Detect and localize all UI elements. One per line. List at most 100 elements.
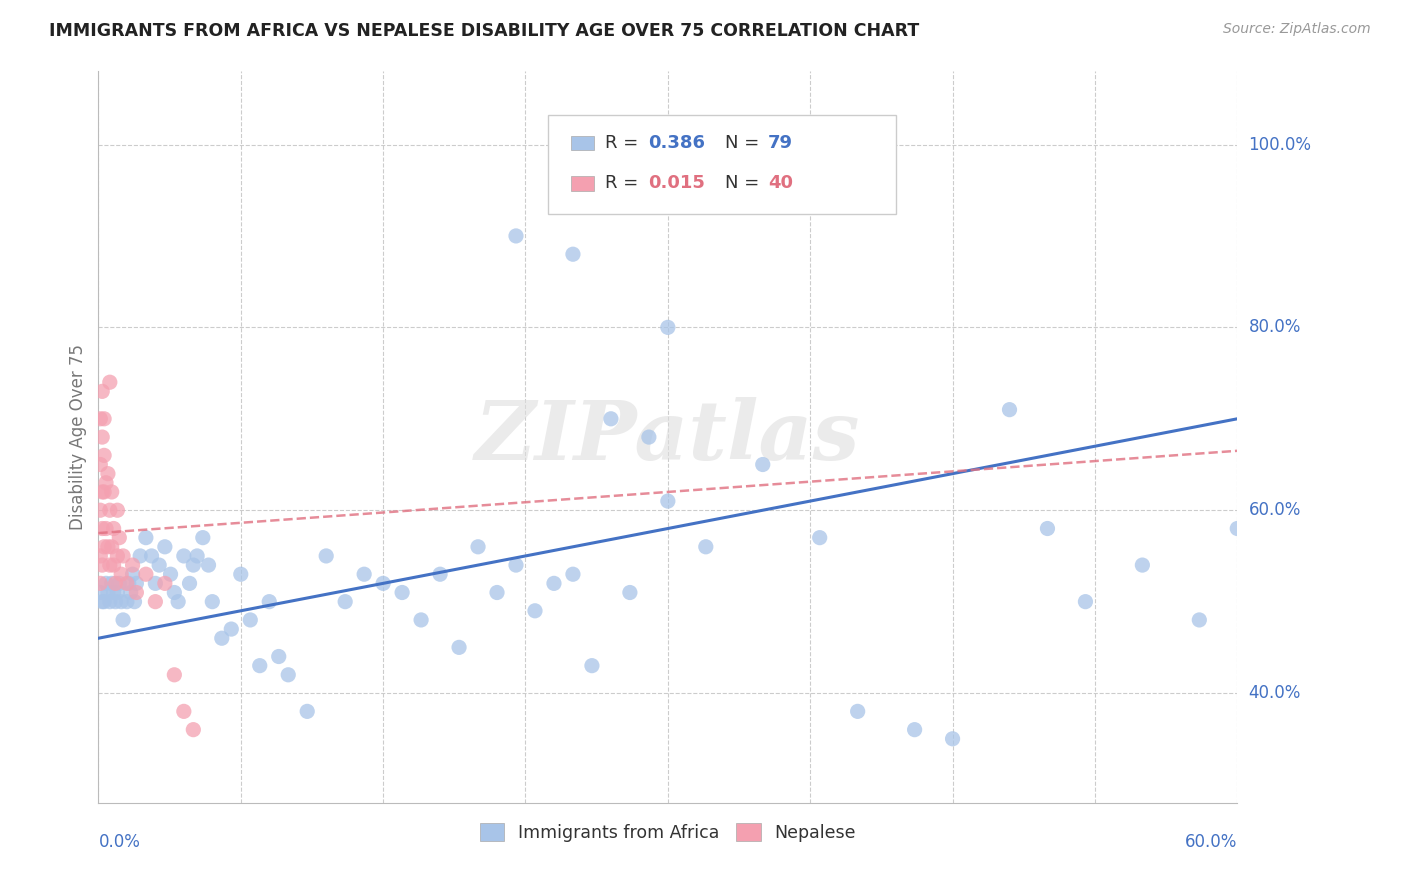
- Point: [129, 549, 152, 563]
- Text: 0.386: 0.386: [648, 134, 706, 152]
- Point: [121, 567, 143, 582]
- Point: [179, 576, 201, 591]
- Point: [467, 540, 489, 554]
- Point: [98, 558, 121, 573]
- Point: [229, 567, 252, 582]
- Point: [145, 576, 167, 591]
- Point: [115, 576, 138, 591]
- Point: [108, 576, 131, 591]
- Point: [752, 458, 775, 472]
- Point: [107, 585, 129, 599]
- Point: [562, 567, 585, 582]
- Text: R =: R =: [605, 134, 644, 152]
- Text: 0.015: 0.015: [648, 174, 706, 193]
- Point: [94, 475, 117, 490]
- Point: [98, 376, 121, 390]
- Point: [112, 549, 135, 563]
- Point: [153, 576, 176, 591]
- Point: [89, 585, 111, 599]
- Point: [619, 585, 641, 599]
- Point: [808, 531, 831, 545]
- Point: [449, 640, 471, 655]
- Point: [638, 430, 661, 444]
- Text: N =: N =: [725, 174, 765, 193]
- Text: 60.0%: 60.0%: [1249, 501, 1301, 519]
- Point: [657, 494, 679, 508]
- Point: [110, 594, 132, 608]
- Text: Source: ZipAtlas.com: Source: ZipAtlas.com: [1223, 22, 1371, 37]
- Point: [259, 594, 281, 608]
- Point: [315, 549, 337, 563]
- Point: [103, 521, 125, 535]
- Text: 100.0%: 100.0%: [1249, 136, 1312, 153]
- Text: 40.0%: 40.0%: [1249, 684, 1301, 702]
- Point: [186, 549, 208, 563]
- Point: [108, 531, 131, 545]
- Point: [118, 576, 141, 591]
- Point: [120, 585, 142, 599]
- Point: [97, 540, 120, 554]
- Point: [145, 594, 167, 608]
- Point: [411, 613, 433, 627]
- Point: [125, 585, 148, 599]
- Point: [98, 594, 121, 608]
- Point: [98, 503, 121, 517]
- Point: [159, 567, 181, 582]
- Point: [267, 649, 290, 664]
- Point: [107, 549, 129, 563]
- Point: [1074, 594, 1097, 608]
- Point: [97, 585, 120, 599]
- Point: [211, 632, 233, 646]
- Point: [239, 613, 262, 627]
- Point: [91, 384, 114, 399]
- Text: 0.0%: 0.0%: [98, 833, 141, 851]
- Point: [89, 576, 111, 591]
- Point: [163, 585, 186, 599]
- Point: [104, 594, 127, 608]
- Point: [167, 594, 190, 608]
- Point: [107, 503, 129, 517]
- FancyBboxPatch shape: [571, 176, 593, 191]
- Point: [141, 549, 163, 563]
- Point: [297, 705, 319, 719]
- Point: [91, 558, 114, 573]
- Point: [124, 594, 146, 608]
- Point: [846, 705, 869, 719]
- Point: [581, 658, 603, 673]
- Point: [103, 585, 125, 599]
- FancyBboxPatch shape: [571, 136, 593, 151]
- Point: [1036, 521, 1059, 535]
- Legend: Immigrants from Africa, Nepalese: Immigrants from Africa, Nepalese: [472, 816, 863, 849]
- Point: [135, 531, 157, 545]
- Point: [904, 723, 927, 737]
- Point: [201, 594, 224, 608]
- Point: [353, 567, 375, 582]
- Point: [371, 576, 394, 591]
- Point: [104, 576, 127, 591]
- Point: [91, 594, 114, 608]
- Point: [89, 549, 111, 563]
- Point: [173, 549, 195, 563]
- Point: [121, 558, 143, 573]
- Point: [91, 521, 114, 535]
- Point: [94, 576, 117, 591]
- Point: [94, 521, 117, 535]
- Point: [100, 540, 122, 554]
- Point: [249, 658, 271, 673]
- Y-axis label: Disability Age Over 75: Disability Age Over 75: [69, 344, 87, 530]
- Point: [183, 558, 205, 573]
- Point: [93, 594, 115, 608]
- Point: [91, 430, 114, 444]
- Text: N =: N =: [725, 134, 765, 152]
- Point: [942, 731, 965, 746]
- Point: [93, 448, 115, 462]
- Point: [695, 540, 717, 554]
- Point: [91, 485, 114, 500]
- Point: [524, 604, 547, 618]
- Point: [657, 320, 679, 334]
- Point: [153, 540, 176, 554]
- Text: 80.0%: 80.0%: [1249, 318, 1301, 336]
- Point: [115, 594, 138, 608]
- Point: [600, 412, 623, 426]
- FancyBboxPatch shape: [548, 115, 896, 214]
